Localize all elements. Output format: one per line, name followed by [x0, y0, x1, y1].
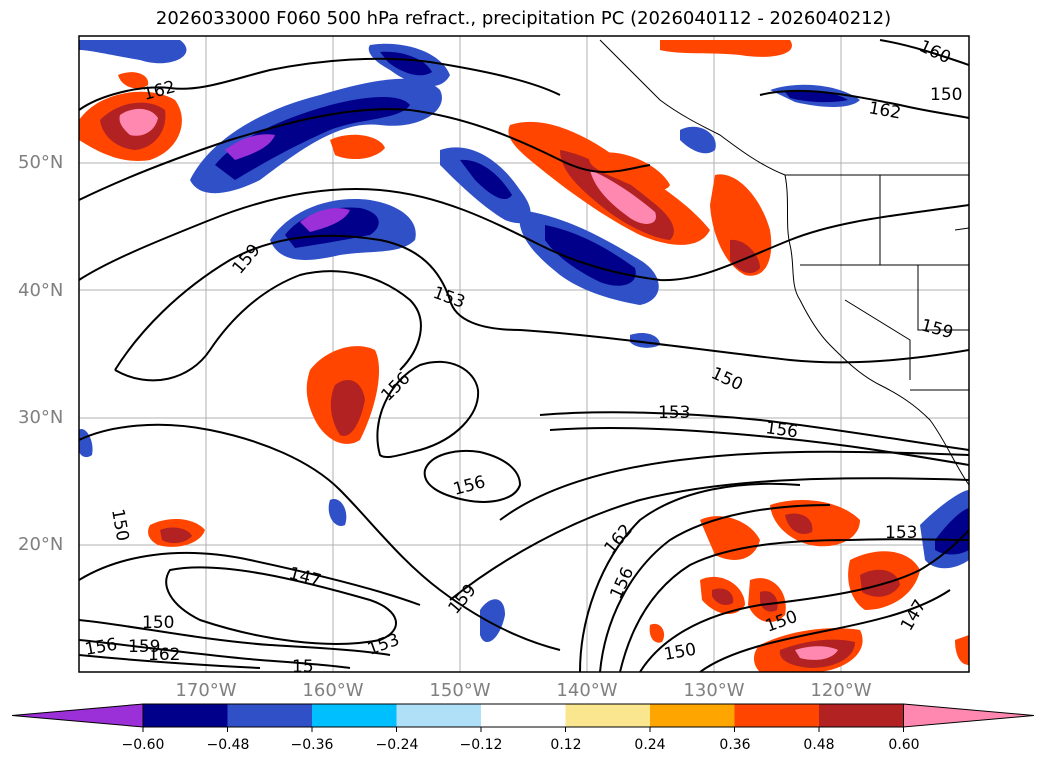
colorbar-tick-label: 0.24	[634, 737, 666, 753]
contour-label: 162	[148, 645, 180, 665]
colorbar-tick-label: 0.12	[550, 737, 582, 753]
colorbar-tick-label: −0.24	[375, 737, 419, 753]
colorbar-segment	[819, 704, 904, 727]
contour-lines	[79, 39, 969, 672]
colorbar-tick-label: −0.36	[290, 737, 334, 753]
colorbar-segment	[650, 704, 735, 727]
colorbar	[11, 703, 1035, 732]
lon-label: 120°W	[810, 680, 872, 701]
lat-label: 50°N	[18, 152, 64, 173]
colorbar-tick-label: −0.60	[121, 737, 165, 753]
colorbar-segment	[227, 704, 313, 727]
colorbar-segment	[143, 704, 228, 727]
contour-label: 15	[292, 657, 314, 677]
colorbar-tick-label: 0.60	[888, 737, 920, 753]
negative-precip-areas	[79, 40, 969, 643]
contour-label: 153	[658, 403, 690, 423]
contour-label: 153	[885, 523, 917, 543]
colorbar-tick-label: −0.48	[206, 737, 250, 753]
colorbar-tick-label: 0.48	[803, 737, 835, 753]
lon-label: 130°W	[683, 680, 745, 701]
lat-label: 40°N	[18, 280, 64, 301]
colorbar-segment	[396, 704, 482, 727]
coastlines	[599, 39, 969, 486]
contour-label: 159	[128, 637, 160, 657]
colorbar-frame	[142, 703, 904, 728]
contour-label: 150	[930, 85, 962, 105]
contour-label: 150	[142, 613, 174, 633]
map-title: 2026033000 F060 500 hPa refract., precip…	[155, 8, 892, 29]
lon-label: 170°W	[175, 680, 237, 701]
contour-label: 156	[764, 418, 799, 442]
colorbar-segment	[481, 704, 566, 727]
colorbar-extend-low	[11, 703, 144, 728]
colorbar-tick-label: −0.12	[459, 737, 503, 753]
positive-precip-areas	[79, 40, 969, 672]
colorbar-extend-high	[903, 703, 1035, 728]
lon-label: 150°W	[429, 680, 491, 701]
lat-label: 30°N	[18, 407, 64, 428]
lon-label: 140°W	[556, 680, 618, 701]
colorbar-segment	[565, 704, 651, 727]
lat-label: 20°N	[18, 534, 64, 555]
map-frame	[78, 35, 970, 673]
colorbar-tick-label: 0.36	[719, 737, 751, 753]
colorbar-segment	[312, 704, 397, 727]
colorbar-segment	[734, 704, 820, 727]
lon-label: 160°W	[302, 680, 364, 701]
